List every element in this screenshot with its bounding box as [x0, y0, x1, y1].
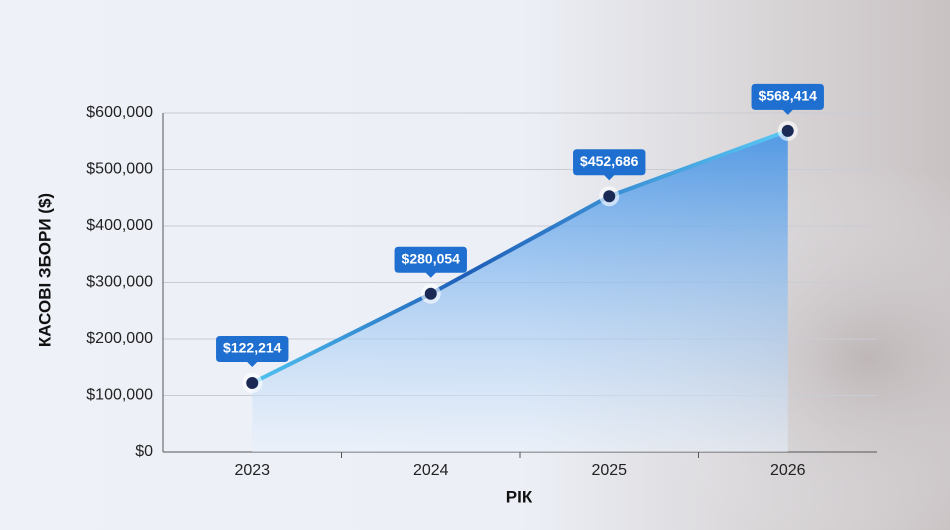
value-label-bg	[573, 149, 646, 181]
point	[603, 190, 616, 203]
x-tick-label: 2023	[234, 462, 270, 479]
y-tick-label: $100,000	[86, 387, 153, 404]
y-tick-label: $200,000	[86, 330, 153, 347]
y-axis-title: КАСОВІ ЗБОРИ ($)	[35, 193, 54, 347]
area	[252, 130, 788, 453]
y-tick-label: $400,000	[86, 217, 153, 234]
value-label-bg	[751, 83, 824, 115]
line	[251, 128, 789, 385]
value-label-bg	[216, 335, 289, 367]
value-label: $452,686	[580, 153, 639, 169]
point	[424, 287, 437, 300]
point	[781, 124, 794, 137]
value-label-bg	[394, 246, 467, 278]
value-label: $568,414	[759, 88, 818, 104]
value-label: $280,054	[402, 250, 461, 266]
x-tick-label: 2025	[591, 462, 627, 479]
y-tick-label: $0	[135, 443, 153, 460]
value-label: $122,214	[223, 340, 282, 356]
x-axis-title: РІК	[506, 487, 533, 506]
point	[246, 376, 259, 389]
y-tick-label: $300,000	[86, 274, 153, 291]
x-tick-label: 2026	[770, 462, 806, 479]
y-tick-label: $500,000	[86, 161, 153, 178]
x-tick-label: 2024	[413, 462, 449, 479]
y-tick-label: $600,000	[86, 104, 153, 121]
